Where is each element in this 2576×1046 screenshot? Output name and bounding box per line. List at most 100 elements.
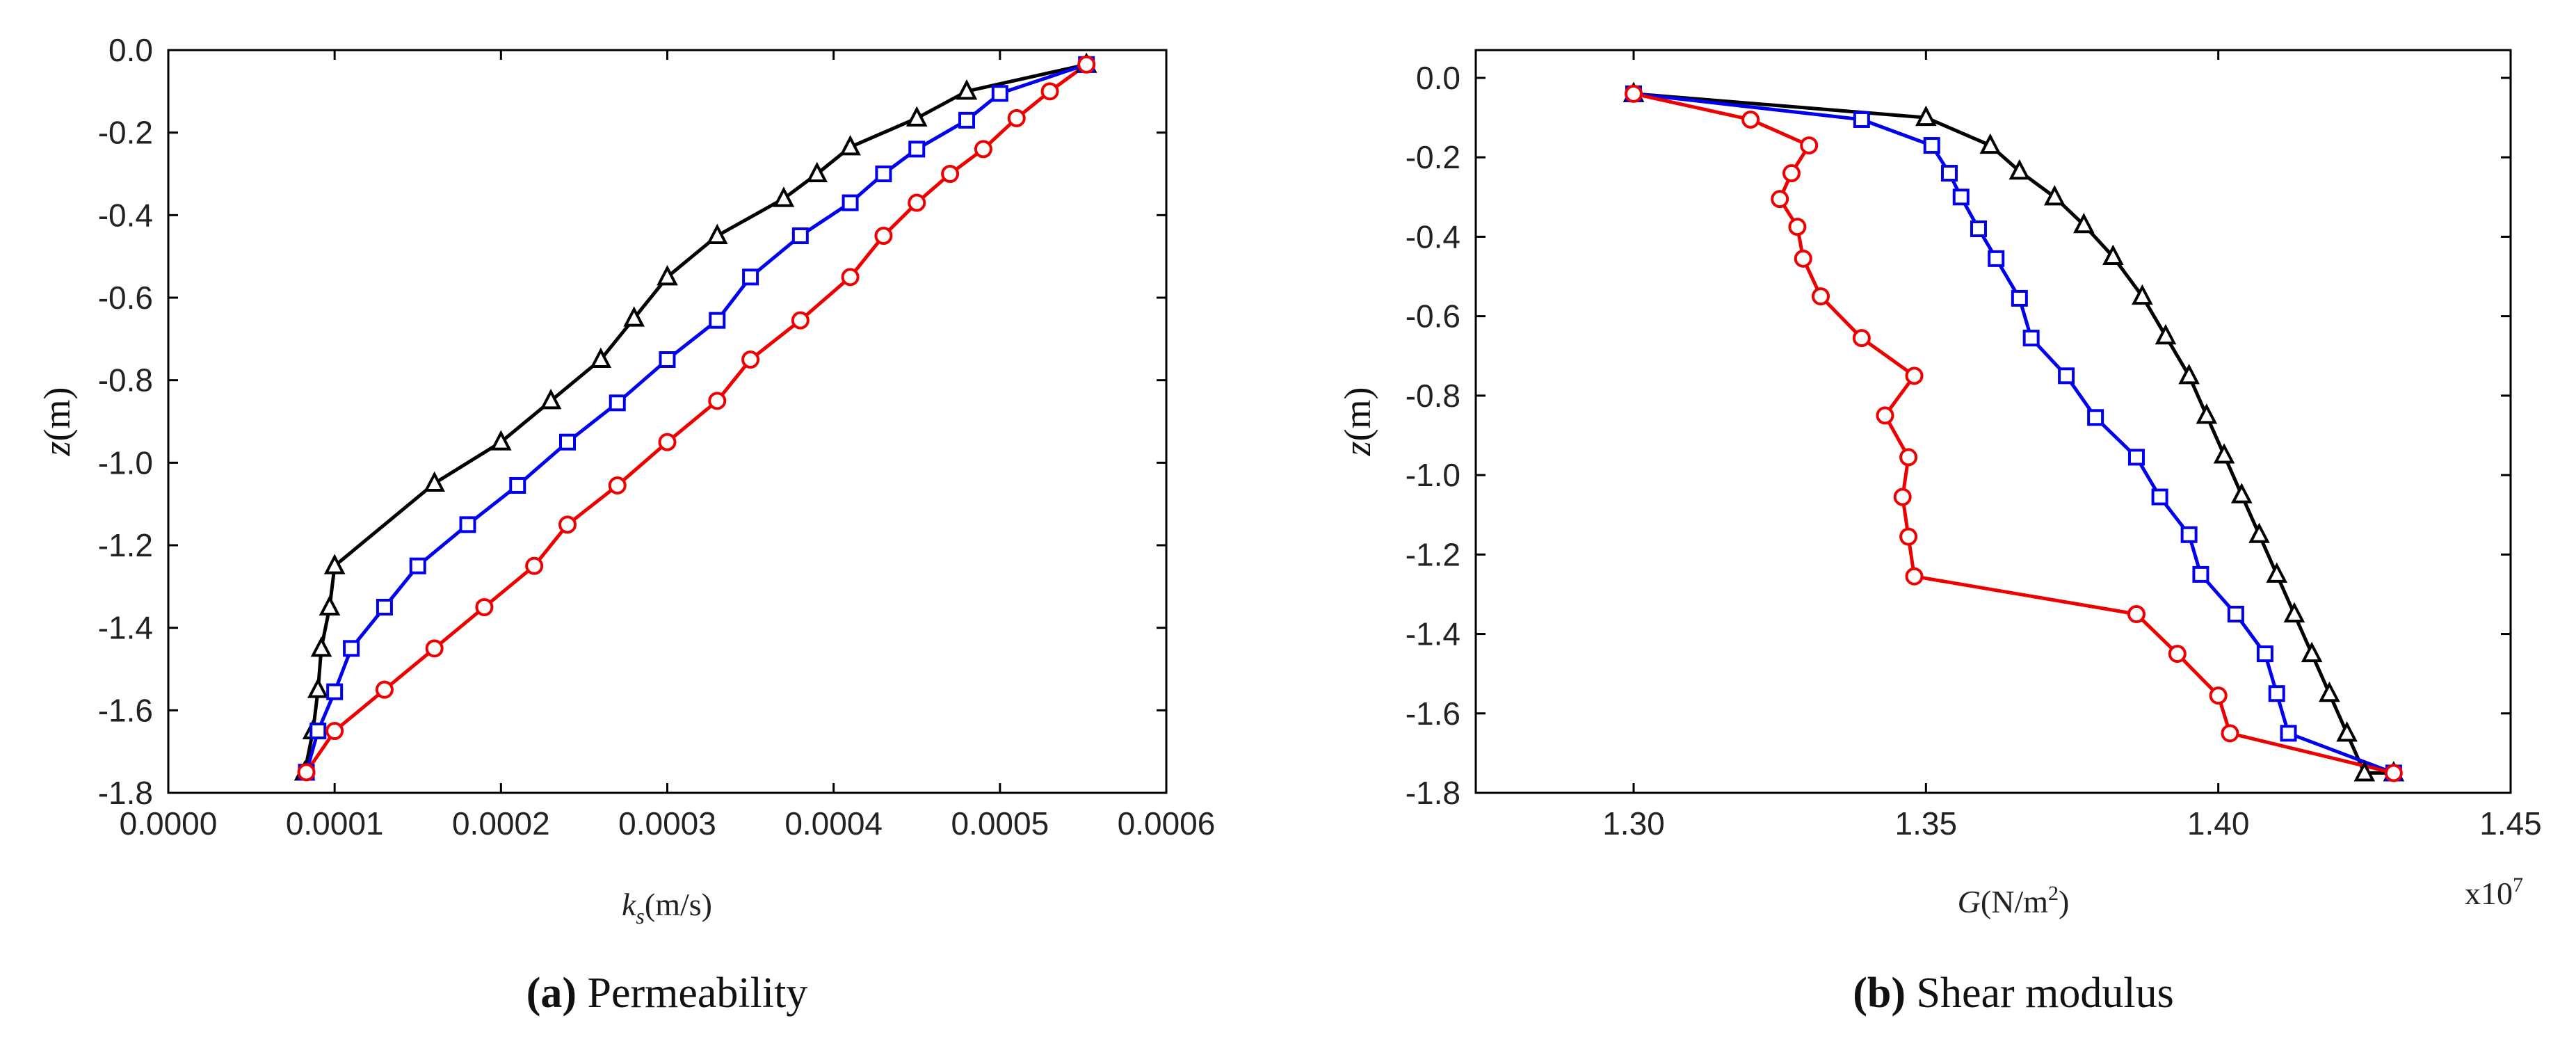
b-series-triangle-point (2213, 443, 2235, 464)
b-series-square-point (2127, 449, 2145, 466)
b-series-square-point (1923, 137, 1940, 154)
a-series-square-point (659, 351, 676, 368)
b-series-circle-point (1876, 406, 1894, 425)
a-series-circle-point (297, 763, 316, 782)
b-y-tick-label: -0.6 (1406, 298, 1460, 335)
b-series-circle-point (1800, 136, 1819, 155)
b-series-triangle-point (2102, 244, 2124, 265)
a-series-square-point (509, 476, 526, 494)
a-y-tick-label: -1.6 (98, 692, 153, 728)
a-series-square-point (309, 723, 327, 739)
b-series-circle-point (1905, 567, 1924, 586)
chart-a-caption: (a) Permeability (526, 969, 808, 1017)
a-series-triangle-point (590, 347, 612, 368)
a-series-triangle-point (657, 265, 678, 286)
a-series-triangle-point (905, 106, 928, 127)
chart-b-y-axis-label: z(m) (1337, 387, 1378, 457)
b-series-square-point (1853, 111, 1870, 128)
a-series-circle-point (658, 433, 677, 451)
a-series-circle-point (425, 639, 444, 658)
a-series-square-point (991, 85, 1008, 102)
chart-a-permeability: 0.0000 0.0001 0.0002 0.0003 0.0004 0.0005 0.00… (36, 32, 1215, 1017)
a-y-tick-label: -1.4 (98, 610, 153, 646)
b-series-circle-point (2168, 645, 2187, 663)
b-series-circle-point (2384, 764, 2403, 782)
b-series-circle-point (1812, 287, 1830, 306)
a-series-square-point (791, 227, 809, 244)
b-series-square-point (2011, 289, 2028, 307)
b-series-square-point (1940, 165, 1958, 182)
b-series-circle-line (1633, 92, 2394, 775)
a-y-tick-label: -0.6 (98, 280, 153, 316)
b-series-square-point (2022, 330, 2040, 347)
b-series-triangle-point (2132, 284, 2153, 305)
a-series-square-point (875, 166, 892, 182)
b-series-square-point (2151, 488, 2168, 506)
a-y-tick-label: -0.4 (98, 197, 153, 233)
a-series-circle-point (974, 140, 992, 159)
a-series-square-point (459, 516, 476, 533)
b-series-triangle-point (2230, 483, 2253, 504)
a-series-circle-point (375, 680, 394, 699)
b-y-tick-label: -1.2 (1406, 536, 1460, 572)
chart-a-y-axis-label: z(m) (36, 387, 78, 457)
a-series-circle-point (791, 311, 810, 330)
a-series-triangle-point (806, 161, 828, 182)
b-series-triangle-point (2319, 681, 2340, 702)
a-x-tick-label: 0.0000 (120, 805, 218, 842)
b-series-circle-point (2221, 724, 2239, 743)
b-series-square-point (2192, 565, 2209, 583)
a-series-square-point (609, 394, 626, 412)
a-series-circle-point (741, 351, 760, 369)
a-series-square-point (409, 557, 426, 574)
chart-b-plot-frame (1474, 49, 2512, 794)
b-y-tick-label: -0.4 (1406, 218, 1460, 255)
a-series-circle-point (1077, 55, 1096, 74)
a-series-circle-point (1007, 108, 1026, 127)
b-series-triangle-point (2043, 184, 2066, 206)
a-series-circle-point (325, 722, 344, 740)
a-series-circle-point (1040, 82, 1059, 101)
a-x-tick-label: 0.0003 (618, 805, 716, 842)
a-series-square-point (376, 599, 393, 615)
b-series-square-line (1633, 92, 2394, 775)
a-x-tick-label: 0.0006 (1118, 805, 1216, 842)
a-y-tick-label: -0.2 (98, 115, 153, 151)
b-series-triangle-point (1979, 133, 2002, 154)
b-series-square-point (1970, 220, 1987, 238)
a-series-circle-point (874, 227, 893, 245)
b-series-square-point (2180, 526, 2198, 543)
chart-b-x-multiplier: x107 (2465, 874, 2523, 911)
chart-a-marks: 0.0000 0.0001 0.0002 0.0003 0.0004 0.0005 0.00… (98, 32, 1216, 842)
b-y-tick-label: -1.0 (1406, 457, 1460, 493)
b-x-tick-label: 1.35 (1895, 805, 1958, 842)
a-series-circle-point (841, 268, 860, 287)
b-series-circle-point (1899, 527, 1918, 546)
a-series-square-point (709, 312, 726, 329)
a-series-square-point (343, 640, 360, 657)
a-y-tick-label: -0.8 (98, 362, 153, 399)
b-series-square-point (2227, 605, 2244, 622)
a-series-triangle-point (956, 79, 978, 100)
a-series-triangle-point (490, 430, 512, 451)
b-y-tick-label: 0.0 (1416, 60, 1460, 96)
b-series-circle-point (1624, 84, 1643, 103)
b-series-circle-point (2209, 686, 2228, 705)
a-series-circle-point (558, 515, 577, 534)
b-series-triangle-point (2178, 363, 2200, 385)
b-series-square-point (2058, 367, 2075, 385)
b-series-circle-point (1741, 110, 1760, 129)
b-series-circle-point (2127, 604, 2146, 623)
b-y-tick-label: -1.4 (1406, 616, 1460, 652)
a-series-circle-point (941, 165, 960, 183)
b-series-triangle-point (2009, 159, 2031, 180)
a-series-square-point (559, 433, 576, 451)
a-x-tick-label: 0.0005 (951, 805, 1049, 842)
a-x-tick-label: 0.0004 (784, 805, 883, 842)
a-series-circle-point (708, 392, 727, 410)
b-x-tick-label: 1.45 (2479, 805, 2542, 842)
a-series-circle-point (475, 598, 494, 616)
a-series-square-point (908, 140, 926, 158)
b-series-triangle-point (2248, 522, 2270, 543)
